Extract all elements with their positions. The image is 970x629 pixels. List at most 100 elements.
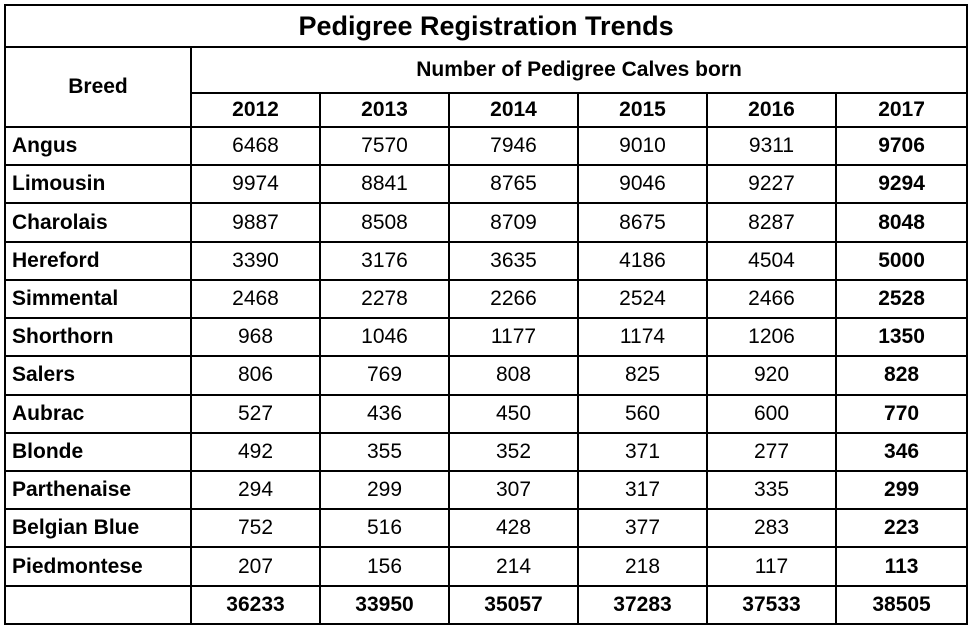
value-cell: 752: [190, 508, 321, 549]
table-row: Belgian Blue 752 516 428 377 283 223: [4, 508, 969, 549]
value-cell: 450: [448, 393, 579, 434]
value-cell: 968: [190, 317, 321, 358]
value-cell: 1174: [577, 317, 708, 358]
table-row: Aubrac 527 436 450 560 600 770: [4, 393, 969, 434]
value-cell: 294: [190, 469, 321, 511]
year-header: 2017: [834, 92, 969, 128]
value-cell: 2278: [319, 278, 450, 320]
table-row: Piedmontese 207 156 214 218 117 113: [4, 546, 969, 587]
calves-group-header: Number of Pedigree Calves born: [189, 46, 969, 94]
value-cell: 8709: [448, 202, 579, 243]
value-cell: 600: [706, 393, 837, 434]
total-cell: 35057: [448, 584, 579, 626]
breed-name: Piedmontese: [4, 546, 192, 587]
value-cell: 492: [190, 431, 321, 472]
value-cell: 3176: [319, 240, 450, 281]
total-cell: 38505: [834, 584, 969, 626]
value-cell: 8765: [448, 164, 579, 205]
year-header: 2012: [190, 92, 321, 128]
pedigree-table: Pedigree Registration Trends Breed Numbe…: [3, 4, 969, 626]
value-cell: 3390: [190, 240, 321, 281]
value-cell: 283: [706, 508, 837, 549]
value-cell: 218: [577, 546, 708, 587]
value-cell: 828: [834, 355, 969, 396]
year-header-row: 2012 2013 2014 2015 2016 2017: [5, 92, 969, 128]
value-cell: 8048: [834, 202, 969, 243]
value-cell: 2266: [448, 278, 579, 320]
breed-name: Blonde: [4, 431, 192, 472]
value-cell: 346: [834, 431, 969, 472]
value-cell: 1350: [834, 317, 969, 358]
value-cell: 8675: [577, 202, 708, 243]
value-cell: 223: [834, 508, 969, 549]
table-row: Shorthorn 968 1046 1177 1174 1206 1350: [4, 317, 969, 358]
value-cell: 117: [706, 546, 837, 587]
value-cell: 2528: [834, 278, 969, 320]
totals-label-cell: [4, 584, 192, 626]
breed-name: Parthenaise: [4, 469, 192, 511]
value-cell: 4186: [577, 240, 708, 281]
year-header: 2016: [706, 92, 837, 128]
totals-row: 36233 33950 35057 37283 37533 38505: [4, 584, 969, 626]
table-row: Charolais 9887 8508 8709 8675 8287 8048: [4, 202, 969, 243]
breed-name: Charolais: [4, 202, 192, 243]
value-cell: 214: [448, 546, 579, 587]
value-cell: 9311: [706, 125, 837, 167]
year-header: 2014: [448, 92, 579, 128]
breed-name: Salers: [4, 355, 192, 396]
value-cell: 1177: [448, 317, 579, 358]
breed-name: Shorthorn: [4, 317, 192, 358]
value-cell: 352: [448, 431, 579, 472]
value-cell: 3635: [448, 240, 579, 281]
value-cell: 9010: [577, 125, 708, 167]
value-cell: 8508: [319, 202, 450, 243]
value-cell: 2468: [190, 278, 321, 320]
value-cell: 299: [834, 469, 969, 511]
value-cell: 307: [448, 469, 579, 511]
value-cell: 335: [706, 469, 837, 511]
value-cell: 9046: [577, 164, 708, 205]
table-body: Angus 6468 7570 7946 9010 9311 9706 Limousin 997…: [4, 125, 969, 626]
value-cell: 317: [577, 469, 708, 511]
breed-column-header: Breed: [4, 46, 192, 128]
value-cell: 920: [706, 355, 837, 396]
value-cell: 9974: [190, 164, 321, 205]
value-cell: 299: [319, 469, 450, 511]
value-cell: 2466: [706, 278, 837, 320]
value-cell: 436: [319, 393, 450, 434]
table-row: Parthenaise 294 299 307 317 335 299: [4, 469, 969, 511]
value-cell: 8287: [706, 202, 837, 243]
value-cell: 428: [448, 508, 579, 549]
value-cell: 4504: [706, 240, 837, 281]
breed-name: Aubrac: [4, 393, 192, 434]
value-cell: 770: [834, 393, 969, 434]
table-row: Salers 806 769 808 825 920 828: [4, 355, 969, 396]
value-cell: 9706: [834, 125, 969, 167]
value-cell: 207: [190, 546, 321, 587]
value-cell: 1046: [319, 317, 450, 358]
value-cell: 5000: [834, 240, 969, 281]
value-cell: 1206: [706, 317, 837, 358]
value-cell: 7570: [319, 125, 450, 167]
breed-name: Simmental: [4, 278, 192, 320]
breed-name: Limousin: [4, 164, 192, 205]
value-cell: 825: [577, 355, 708, 396]
value-cell: 516: [319, 508, 450, 549]
value-cell: 560: [577, 393, 708, 434]
value-cell: 6468: [190, 125, 321, 167]
value-cell: 277: [706, 431, 837, 472]
table-row: Simmental 2468 2278 2266 2524 2466 2528: [4, 278, 969, 320]
value-cell: 9227: [706, 164, 837, 205]
value-cell: 156: [319, 546, 450, 587]
breed-name: Angus: [4, 125, 192, 167]
value-cell: 377: [577, 508, 708, 549]
value-cell: 2524: [577, 278, 708, 320]
year-header: 2015: [577, 92, 708, 128]
value-cell: 113: [834, 546, 969, 587]
value-cell: 8841: [319, 164, 450, 205]
value-cell: 7946: [448, 125, 579, 167]
table-row: Limousin 9974 8841 8765 9046 9227 9294: [4, 164, 969, 205]
value-cell: 806: [190, 355, 321, 396]
total-cell: 37283: [577, 584, 708, 626]
value-cell: 9887: [190, 202, 321, 243]
